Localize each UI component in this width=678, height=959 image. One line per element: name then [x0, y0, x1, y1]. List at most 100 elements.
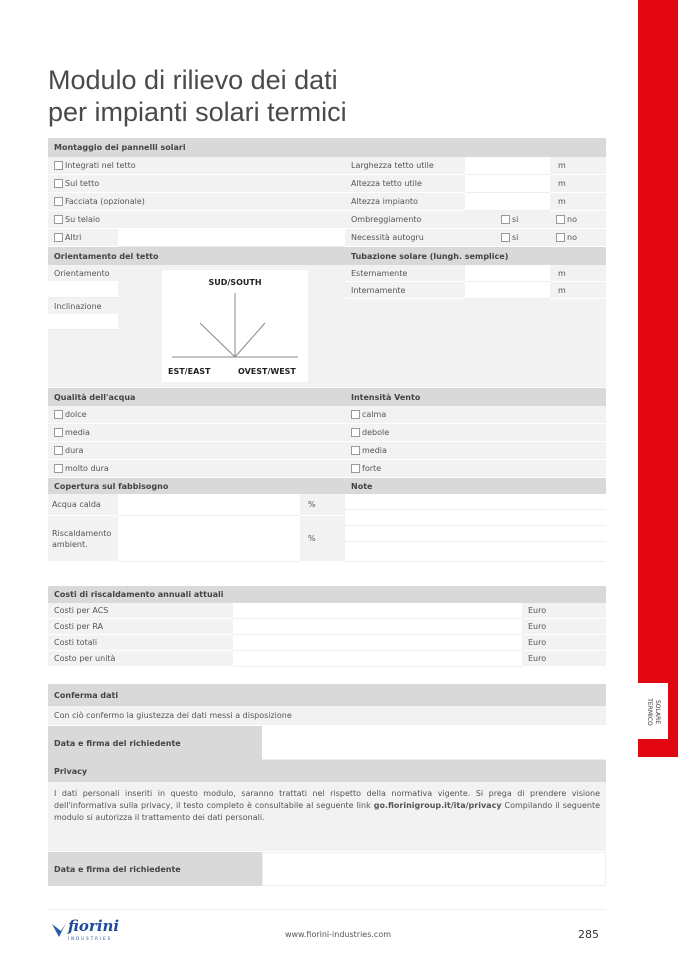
- section-header-copertura: Copertura sul fabbisogno: [48, 478, 345, 494]
- altri-input[interactable]: [118, 229, 345, 247]
- orientamento-label: Orientamento: [48, 265, 118, 282]
- west-label: OVEST/WEST: [238, 367, 296, 376]
- page-title: Modulo di rilievo dei dati per impianti s…: [48, 64, 347, 128]
- option-acqua[interactable]: molto dura: [48, 460, 345, 478]
- checkbox-no[interactable]: [556, 215, 565, 224]
- costi-input[interactable]: [233, 603, 522, 619]
- checkbox[interactable]: [54, 197, 63, 206]
- dim-input[interactable]: [465, 157, 550, 175]
- costi-input[interactable]: [233, 635, 522, 651]
- costi-unit: Euro: [522, 651, 606, 667]
- yes-option[interactable]: si: [495, 211, 550, 229]
- side-tab-label: SOLARE TERMICO: [645, 686, 661, 738]
- tubazione-label: Esternamente: [345, 265, 465, 282]
- tubazione-unit: m: [550, 265, 606, 282]
- copertura-input[interactable]: [118, 494, 300, 516]
- option-vento[interactable]: media: [345, 442, 606, 460]
- option-label: Su telaio: [65, 215, 100, 224]
- side-tab-line1: SOLARE: [654, 699, 661, 725]
- copertura-unit: %: [300, 516, 345, 562]
- costi-input[interactable]: [233, 651, 522, 667]
- checkbox[interactable]: [54, 428, 63, 437]
- side-tab-line2: TERMICO: [646, 698, 653, 726]
- inclinazione-input[interactable]: [48, 315, 118, 330]
- firma-label: Data e firma del richiedente: [48, 726, 262, 760]
- option-montaggio[interactable]: Facciata (opzionale): [48, 193, 345, 211]
- logo-text: fiorini: [68, 917, 120, 935]
- checkbox-si[interactable]: [501, 215, 510, 224]
- option-label: dolce: [65, 410, 87, 419]
- blank-cell: [345, 299, 606, 388]
- checkbox[interactable]: [54, 464, 63, 473]
- checkbox[interactable]: [351, 410, 360, 419]
- option-vento[interactable]: debole: [345, 424, 606, 442]
- dim-input[interactable]: [465, 193, 550, 211]
- checkbox[interactable]: [351, 446, 360, 455]
- footer-divider: [48, 909, 606, 910]
- option-montaggio[interactable]: Integrati nel tetto: [48, 157, 345, 175]
- title-line1: Modulo di rilievo dei dati: [48, 65, 338, 95]
- checkbox[interactable]: [54, 410, 63, 419]
- firma-label-privacy: Data e firma del richiedente: [48, 852, 262, 886]
- option-altri[interactable]: Altri: [48, 229, 118, 247]
- section-header-conferma: Conferma dati: [48, 684, 606, 706]
- option-label: Facciata (opzionale): [65, 197, 145, 206]
- option-montaggio[interactable]: Sul tetto: [48, 175, 345, 193]
- tubazione-input[interactable]: [465, 265, 550, 282]
- tubazione-input[interactable]: [465, 282, 550, 299]
- dim-unit: m: [550, 157, 606, 175]
- no-label: no: [567, 215, 577, 224]
- yes-option[interactable]: si: [495, 229, 550, 247]
- option-vento[interactable]: forte: [345, 460, 606, 478]
- tubazione-label: Internamente: [345, 282, 465, 299]
- costi-unit: Euro: [522, 603, 606, 619]
- checkbox[interactable]: [54, 446, 63, 455]
- logo-subtext: INDUSTRIES: [68, 936, 113, 941]
- section-header-tubazione: Tubazione solare (lungh. semplice): [345, 247, 606, 265]
- option-vento[interactable]: calma: [345, 406, 606, 424]
- firma-input-privacy[interactable]: [262, 852, 606, 886]
- costi-input[interactable]: [233, 619, 522, 635]
- option-acqua[interactable]: dura: [48, 442, 345, 460]
- note-line[interactable]: [345, 542, 606, 562]
- checkbox-no[interactable]: [556, 233, 565, 242]
- option-acqua[interactable]: media: [48, 424, 345, 442]
- option-label: calma: [362, 410, 387, 419]
- south-label: SUD/SOUTH: [208, 278, 262, 287]
- dim-label: Altezza impianto: [345, 193, 465, 211]
- copertura-input[interactable]: [118, 516, 300, 562]
- option-montaggio[interactable]: Su telaio: [48, 211, 345, 229]
- orientation-diagram: SUD/SOUTH EST/EAST OVEST/WEST: [162, 270, 308, 382]
- footer-url[interactable]: www.fiorini-industries.com: [284, 930, 392, 939]
- dim-input[interactable]: [465, 175, 550, 193]
- firma-input[interactable]: [262, 726, 606, 760]
- checkbox[interactable]: [54, 179, 63, 188]
- option-label: media: [65, 428, 90, 437]
- privacy-text: I dati personali inseriti in questo modu…: [48, 782, 606, 852]
- page-number: 285: [578, 928, 599, 941]
- east-label: EST/EAST: [168, 367, 211, 376]
- checkbox-si[interactable]: [501, 233, 510, 242]
- note-line[interactable]: [345, 510, 606, 526]
- option-label: Sul tetto: [65, 179, 100, 188]
- checkbox[interactable]: [54, 161, 63, 170]
- checkbox[interactable]: [351, 428, 360, 437]
- note-line[interactable]: [345, 494, 606, 510]
- dim-label: Altezza tetto utile: [345, 175, 465, 193]
- checkbox[interactable]: [54, 233, 63, 242]
- copertura-label: Acqua calda: [48, 494, 118, 516]
- section-header-vento: Intensità Vento: [345, 388, 606, 406]
- costi-label: Costo per unità: [48, 651, 233, 667]
- no-option[interactable]: no: [550, 229, 606, 247]
- option-acqua[interactable]: dolce: [48, 406, 345, 424]
- dim-label: Larghezza tetto utile: [345, 157, 465, 175]
- checkbox[interactable]: [54, 215, 63, 224]
- privacy-link[interactable]: go.fiorinigroup.it/ita/privacy: [373, 801, 502, 810]
- orientamento-input[interactable]: [48, 282, 118, 298]
- privacy-text-2: Compilando il seguente modulo si autoriz…: [54, 801, 600, 822]
- no-option[interactable]: no: [550, 211, 606, 229]
- note-line[interactable]: [345, 526, 606, 542]
- option-label: Altri: [65, 233, 82, 242]
- costi-label: Costi per ACS: [48, 603, 233, 619]
- checkbox[interactable]: [351, 464, 360, 473]
